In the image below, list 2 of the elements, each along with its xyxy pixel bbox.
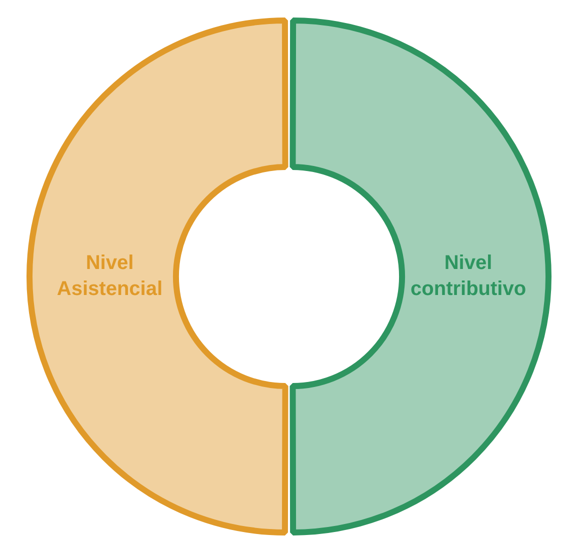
slice-label: Nivel contributivo	[410, 252, 526, 300]
slice-label: Nivel Asistencial	[56, 252, 163, 300]
